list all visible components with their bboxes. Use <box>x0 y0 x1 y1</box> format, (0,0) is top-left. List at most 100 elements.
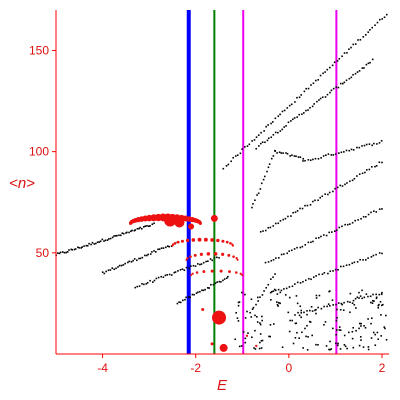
data-point <box>256 296 259 299</box>
data-point <box>373 300 375 302</box>
data-point <box>362 215 365 218</box>
data-point-red <box>198 221 202 225</box>
red-data-points <box>129 213 258 352</box>
data-point <box>178 301 180 303</box>
data-point <box>272 276 274 278</box>
data-point <box>146 225 148 227</box>
data-point <box>338 226 341 229</box>
data-point <box>300 316 302 319</box>
data-point <box>249 311 251 314</box>
data-point <box>348 331 350 334</box>
data-point <box>385 338 388 341</box>
data-point <box>251 336 253 339</box>
data-point <box>234 338 237 341</box>
data-point <box>273 323 275 325</box>
data-point <box>223 278 226 280</box>
data-point <box>346 223 349 226</box>
data-point-red <box>255 344 258 348</box>
data-point <box>296 281 299 284</box>
data-point <box>176 302 179 305</box>
data-point <box>242 331 245 333</box>
data-point <box>160 247 163 249</box>
data-point <box>301 245 304 248</box>
data-point <box>151 223 154 226</box>
data-point <box>293 117 296 119</box>
data-point <box>147 253 149 256</box>
data-point <box>351 221 354 224</box>
data-point <box>339 82 342 85</box>
data-point <box>294 337 297 339</box>
data-point <box>268 335 270 338</box>
data-point <box>306 313 308 316</box>
data-point <box>214 282 217 285</box>
data-point <box>331 299 334 301</box>
data-point <box>281 110 284 113</box>
data-point <box>263 130 265 132</box>
data-point <box>362 259 364 261</box>
data-point <box>257 192 260 195</box>
data-point <box>329 348 331 351</box>
data-point <box>301 113 303 116</box>
data-point-red <box>186 257 189 260</box>
data-point <box>363 325 365 327</box>
data-point <box>320 307 323 310</box>
data-point <box>259 296 261 299</box>
data-point <box>380 140 383 142</box>
data-point <box>298 96 301 99</box>
data-point-red <box>216 238 220 243</box>
data-point-red <box>188 223 195 230</box>
data-point <box>283 288 285 290</box>
data-point <box>336 60 339 62</box>
data-point <box>374 165 376 168</box>
data-point <box>332 190 334 193</box>
data-point <box>63 251 66 254</box>
data-point <box>270 259 273 262</box>
data-point <box>290 103 293 106</box>
data-point <box>240 345 243 347</box>
data-point <box>300 94 303 96</box>
data-point-red <box>235 257 238 260</box>
data-point <box>109 237 112 240</box>
data-point <box>358 322 361 325</box>
data-point <box>272 225 275 227</box>
data-point <box>315 275 317 277</box>
data-point <box>377 306 380 309</box>
data-point <box>296 96 298 99</box>
data-point <box>327 303 330 305</box>
data-point <box>367 257 369 259</box>
data-point <box>183 269 186 272</box>
data-point <box>344 223 346 226</box>
data-point <box>166 245 169 247</box>
data-point <box>188 267 190 270</box>
data-point <box>336 186 339 189</box>
data-point <box>370 256 373 258</box>
data-point <box>318 273 320 276</box>
data-point <box>272 290 275 292</box>
y-tick-label: 100 <box>29 145 49 159</box>
data-point <box>259 230 262 233</box>
data-point-red <box>193 253 197 257</box>
data-point <box>336 229 338 232</box>
vertical-lines <box>186 10 338 354</box>
data-point <box>359 336 362 338</box>
data-point <box>117 266 119 268</box>
data-point <box>272 258 275 261</box>
data-point-red <box>227 253 231 257</box>
data-point <box>269 324 272 326</box>
data-point <box>136 259 138 262</box>
data-point <box>80 247 82 249</box>
data-point <box>326 68 329 71</box>
data-point <box>316 100 318 103</box>
data-point <box>210 283 212 286</box>
data-point <box>296 246 298 249</box>
data-point <box>306 324 308 327</box>
data-point <box>367 348 370 351</box>
data-point <box>378 252 381 254</box>
data-point <box>71 248 74 251</box>
data-point <box>358 146 361 149</box>
data-point <box>343 343 346 346</box>
data-point <box>262 230 264 232</box>
data-point <box>145 283 148 285</box>
data-point-red <box>228 270 231 273</box>
data-point <box>126 231 128 234</box>
